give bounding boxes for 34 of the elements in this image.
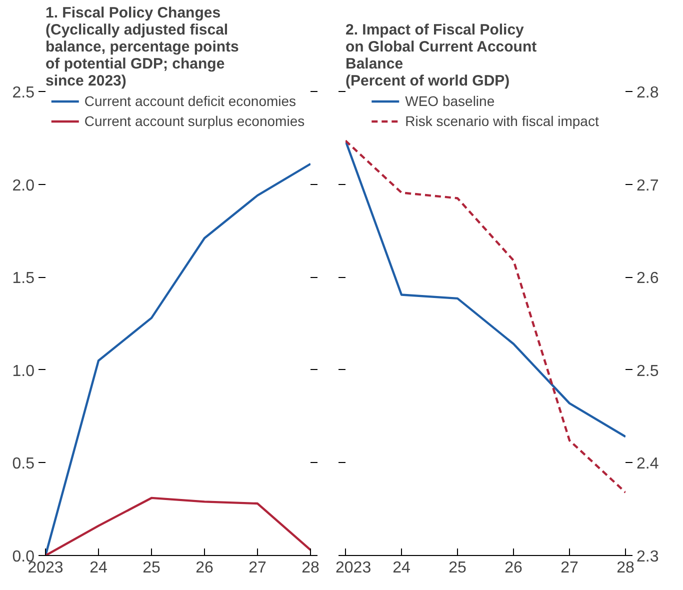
x-tick-label: 28: [616, 560, 634, 576]
line-series: [46, 162, 310, 556]
x-tick-label: 27: [560, 560, 578, 576]
y-tick-label: 1.5: [12, 270, 35, 288]
x-tick-label: 24: [90, 560, 108, 576]
y2-tick-label: 2.4: [636, 456, 659, 473]
x-tick-label: 25: [448, 560, 466, 576]
chart-title: 1. Fiscal Policy Changes: [46, 4, 221, 22]
legend-label: Current account surplus economies: [84, 113, 305, 129]
legend-label: Current account deficit economies: [84, 93, 296, 109]
y-tick-label: 2.0: [12, 177, 35, 194]
x-tick-label: 27: [248, 560, 266, 576]
x-tick-label: 25: [142, 560, 160, 576]
x-tick-label: 24: [392, 560, 410, 576]
chart-subtitle: (Cyclically adjusted fiscal balance, percentage points of potential GDP; change since 2023): [46, 22, 239, 90]
chart-subtitle: (Percent of world GDP): [346, 72, 510, 90]
line-series: [46, 496, 310, 556]
legend-label: Risk scenario with fiscal impact: [405, 113, 599, 129]
x-tick-label: 26: [504, 560, 522, 576]
y-tick-label: 2.5: [12, 84, 35, 102]
y-tick-label: 0.5: [12, 456, 35, 473]
y2-tick-label: 2.3: [636, 548, 659, 566]
chart-title: 2. Impact of Fiscal Policy on Global Current Account Balance: [346, 22, 537, 72]
legend-label: WEO baseline: [405, 93, 495, 109]
x-tick-label: 26: [196, 560, 214, 576]
y2-tick-label: 2.6: [636, 270, 659, 288]
y-tick-label: 1.0: [12, 362, 35, 380]
x-tick-label: 28: [302, 560, 320, 576]
line-series: [346, 140, 626, 494]
line-series: [346, 140, 626, 438]
x-tick-label: 2023: [336, 560, 372, 576]
y2-tick-label: 2.5: [636, 362, 659, 380]
y2-tick-label: 2.7: [636, 177, 659, 194]
y2-tick-label: 2.8: [636, 84, 659, 102]
